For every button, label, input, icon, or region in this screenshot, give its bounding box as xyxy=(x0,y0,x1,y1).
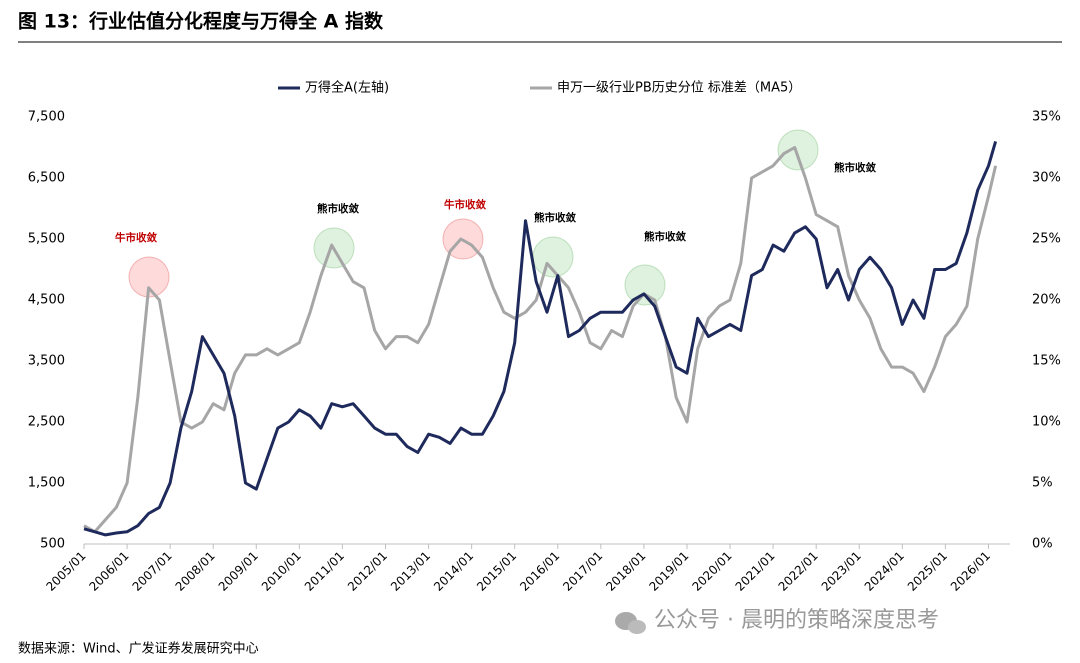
x-tick-label: 2012/01 xyxy=(345,549,390,594)
source: 数据来源：Wind、广发证券发展研究中心 xyxy=(18,641,259,657)
y-tick-label: 2,500 xyxy=(28,415,65,430)
annotation-circle xyxy=(624,264,666,306)
watermark: 公众号 · 晨明的策略深度思考 xyxy=(654,608,939,633)
y2-tick-label: 5% xyxy=(1032,476,1053,491)
x-tick-label: 2010/01 xyxy=(259,549,304,594)
y-tick-label: 500 xyxy=(40,537,65,552)
x-tick-label: 2006/01 xyxy=(87,549,132,594)
y2-tick-label: 35% xyxy=(1032,110,1061,125)
annotation: 熊市收敛 xyxy=(534,211,576,224)
x-tick-label: 2020/01 xyxy=(689,549,734,594)
x-tick-label: 2025/01 xyxy=(905,549,950,594)
annotation: 熊市收敛 xyxy=(644,230,686,243)
x-tick-label: 2018/01 xyxy=(603,549,648,594)
y-tick-label: 5,500 xyxy=(28,232,65,247)
annotation: 牛市收敛 xyxy=(444,198,486,211)
watermark-icon xyxy=(615,612,646,634)
y-tick-label: 6,500 xyxy=(28,171,65,186)
y2-tick-label: 15% xyxy=(1032,354,1061,369)
y2-tick-label: 20% xyxy=(1032,293,1061,308)
y-tick-label: 3,500 xyxy=(28,354,65,369)
annotation-circle xyxy=(777,129,819,171)
annotation: 牛市收敛 xyxy=(115,231,157,244)
x-tick-label: 2021/01 xyxy=(733,549,778,594)
x-tick-label: 2023/01 xyxy=(819,549,864,594)
x-tick-label: 2005/01 xyxy=(43,549,88,594)
y2-tick-label: 25% xyxy=(1032,232,1061,247)
series-line xyxy=(83,146,998,534)
annotation: 熊市收敛 xyxy=(834,161,876,174)
y-tick-label: 1,500 xyxy=(28,476,65,491)
y2-tick-label: 30% xyxy=(1032,171,1061,186)
x-tick-label: 2022/01 xyxy=(776,549,821,594)
legend-label: 申万一级行业PB历史分位 标准差（MA5） xyxy=(557,81,801,96)
annotation: 熊市收敛 xyxy=(317,202,359,215)
legend-label: 万得全A(左轴) xyxy=(305,80,389,96)
y2-tick-label: 10% xyxy=(1032,415,1061,430)
x-tick-label: 2016/01 xyxy=(517,549,562,594)
y2-tick-label: 0% xyxy=(1032,537,1053,552)
x-tick-label: 2015/01 xyxy=(474,549,519,594)
x-tick-label: 2014/01 xyxy=(431,549,476,594)
x-tick-label: 2011/01 xyxy=(302,549,347,594)
x-tick-label: 2017/01 xyxy=(560,549,605,594)
x-tick-label: 2007/01 xyxy=(130,549,175,594)
x-tick-label: 2008/01 xyxy=(173,549,218,594)
y-tick-label: 7,500 xyxy=(28,110,65,125)
series-line xyxy=(83,140,998,537)
x-tick-label: 2026/01 xyxy=(948,549,993,594)
x-tick-label: 2013/01 xyxy=(388,549,433,594)
x-tick-label: 2019/01 xyxy=(646,549,691,594)
y-tick-label: 4,500 xyxy=(28,293,65,308)
chart-title: 图 13：行业估值分化程度与万得全 A 指数 xyxy=(18,10,384,33)
x-tick-label: 2009/01 xyxy=(216,549,261,594)
x-tick-label: 2024/01 xyxy=(862,549,907,594)
